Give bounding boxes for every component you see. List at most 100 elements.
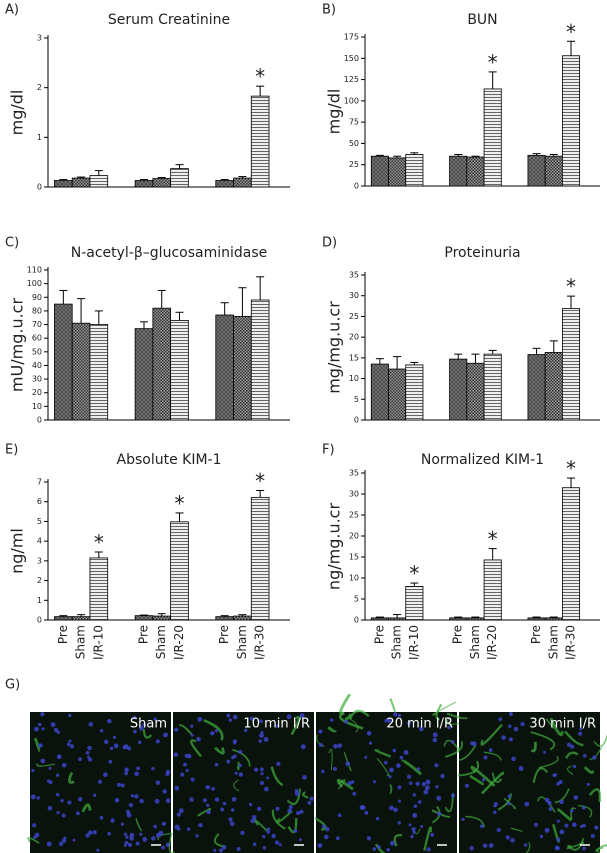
nucleus (275, 724, 280, 728)
nucleus (344, 719, 349, 724)
stain (538, 755, 559, 769)
stain (465, 815, 486, 828)
chart-title: Serum Creatinine (108, 12, 230, 28)
stain (389, 784, 393, 794)
nucleus (256, 806, 262, 811)
bar (527, 354, 546, 421)
nucleus (226, 713, 231, 718)
nucleus (30, 794, 36, 800)
significance-mark: * (255, 65, 265, 89)
nucleus (124, 840, 129, 845)
stain (431, 809, 451, 818)
nucleus (34, 726, 39, 732)
x-tick-label: Sham (154, 625, 168, 659)
nucleus (206, 809, 211, 815)
nucleus (543, 750, 547, 754)
nucleus (114, 797, 120, 803)
x-tick-label: Pre (217, 625, 231, 644)
stain (142, 729, 153, 739)
y-tick-label: 90 (32, 293, 42, 302)
nucleus (407, 721, 412, 726)
nucleus (440, 773, 445, 779)
bar (449, 155, 468, 187)
chart-title: Proteinuria (444, 245, 520, 261)
nucleus (368, 741, 373, 745)
nucleus (162, 789, 167, 794)
nucleus (383, 760, 388, 765)
bar (466, 617, 485, 621)
nucleus (259, 733, 264, 738)
nucleus (87, 830, 93, 835)
nucleus (41, 727, 45, 731)
nucleus (190, 733, 194, 737)
y-tick-label: 1 (37, 133, 42, 142)
y-tick-label: 2 (37, 83, 42, 92)
nucleus (134, 771, 140, 777)
nucleus (135, 841, 140, 846)
nucleus (184, 753, 189, 759)
nucleus (582, 846, 586, 851)
nucleus (109, 746, 114, 751)
nucleus (228, 718, 233, 722)
nucleus (275, 806, 280, 811)
panel-label: A) (5, 3, 19, 18)
bar (152, 307, 172, 421)
y-axis-label: mU/mg.u.cr (8, 298, 27, 393)
nucleus (130, 794, 135, 798)
nucleus (174, 824, 180, 830)
stain (432, 701, 457, 716)
bar (54, 180, 73, 188)
nucleus (174, 727, 179, 732)
stain (135, 818, 143, 832)
stain (470, 765, 496, 787)
stain (525, 841, 531, 853)
nucleus (123, 832, 128, 836)
nucleus (418, 726, 424, 732)
stain (593, 733, 607, 747)
nucleus (138, 725, 144, 731)
stain (190, 739, 203, 758)
nucleus (46, 841, 52, 847)
image-label: 20 min I/R (386, 717, 453, 732)
nucleus (345, 761, 351, 767)
nucleus (232, 714, 238, 720)
nucleus (165, 798, 171, 804)
y-axis-label: mg/dl (325, 89, 344, 135)
stain (554, 788, 570, 804)
stain (469, 774, 484, 786)
nucleus (88, 757, 93, 762)
nucleus (493, 804, 497, 808)
nucleus (403, 750, 409, 755)
stain (33, 737, 41, 752)
nucleus (586, 782, 590, 786)
nucleus (556, 782, 560, 786)
nucleus (408, 781, 413, 786)
nucleus (375, 816, 380, 821)
significance-mark: * (566, 457, 576, 481)
stain (401, 759, 422, 776)
nucleus (425, 785, 430, 791)
nucleus (508, 712, 513, 717)
y-tick-label: 0 (37, 183, 42, 192)
bar (483, 353, 502, 421)
stain (446, 712, 468, 720)
nucleus (180, 772, 185, 777)
nucleus (300, 744, 306, 750)
nucleus (122, 745, 127, 750)
stain (233, 779, 240, 792)
nucleus (556, 846, 560, 851)
nucleus (594, 825, 599, 830)
bar (170, 168, 189, 188)
nucleus (63, 836, 67, 840)
stain (302, 791, 309, 799)
nucleus (386, 848, 390, 852)
stain (480, 723, 503, 746)
nucleus (420, 824, 424, 829)
y-tick-label: 0 (37, 416, 42, 425)
nucleus (333, 744, 338, 749)
nucleus (266, 830, 270, 834)
stain (530, 741, 537, 753)
x-tick-label: I/R-20 (172, 625, 186, 660)
y-axis-label: mg/dl (8, 90, 27, 136)
nucleus (390, 840, 395, 846)
